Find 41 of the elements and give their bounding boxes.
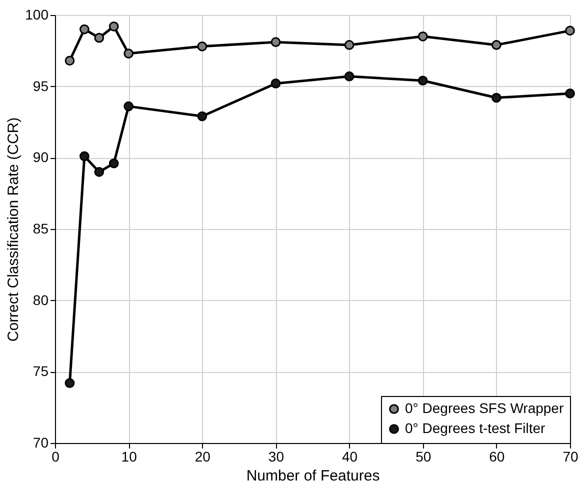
- x-tick-label: 0: [52, 448, 60, 464]
- x-axis-title: Number of Features: [246, 468, 380, 484]
- x-tick-label: 30: [268, 448, 284, 464]
- point: [197, 41, 208, 52]
- point: [108, 158, 119, 168]
- y-tick-label: 85: [32, 220, 49, 236]
- point: [197, 111, 208, 122]
- point: [565, 26, 575, 36]
- legend-label: 0° Degrees SFS Wrapper: [405, 400, 564, 416]
- point: [124, 101, 134, 112]
- x-tick-label: 20: [194, 448, 211, 464]
- x-tick-label: 40: [342, 448, 358, 464]
- x-tick-label: 10: [121, 448, 138, 464]
- y-tick-label: 95: [32, 78, 49, 94]
- point: [418, 31, 428, 42]
- point: [491, 92, 502, 103]
- y-axis-title: Correct Classification Rate (CCR): [5, 117, 22, 342]
- x-tick-label: 50: [416, 448, 432, 464]
- x-tick-label: 60: [489, 448, 505, 464]
- point: [94, 32, 104, 43]
- point: [344, 71, 354, 82]
- y-tick-label: 75: [32, 363, 49, 380]
- point: [270, 78, 281, 88]
- y-tick-label: 100: [25, 6, 49, 22]
- point: [79, 151, 90, 162]
- point: [64, 378, 75, 388]
- point: [108, 21, 119, 32]
- legend-label: 0° Degrees t-test Filter: [405, 420, 546, 436]
- point: [124, 48, 134, 58]
- point: [491, 40, 502, 50]
- point: [565, 88, 575, 98]
- point: [270, 37, 281, 48]
- point: [64, 56, 75, 66]
- y-tick-label: 80: [32, 292, 49, 308]
- point: [94, 167, 104, 177]
- point: [344, 40, 354, 50]
- point: [79, 24, 90, 34]
- point: [418, 76, 428, 86]
- y-tick-label: 70: [32, 434, 49, 450]
- x-tick-label: 70: [562, 448, 578, 464]
- y-tick-label: 90: [32, 149, 49, 166]
